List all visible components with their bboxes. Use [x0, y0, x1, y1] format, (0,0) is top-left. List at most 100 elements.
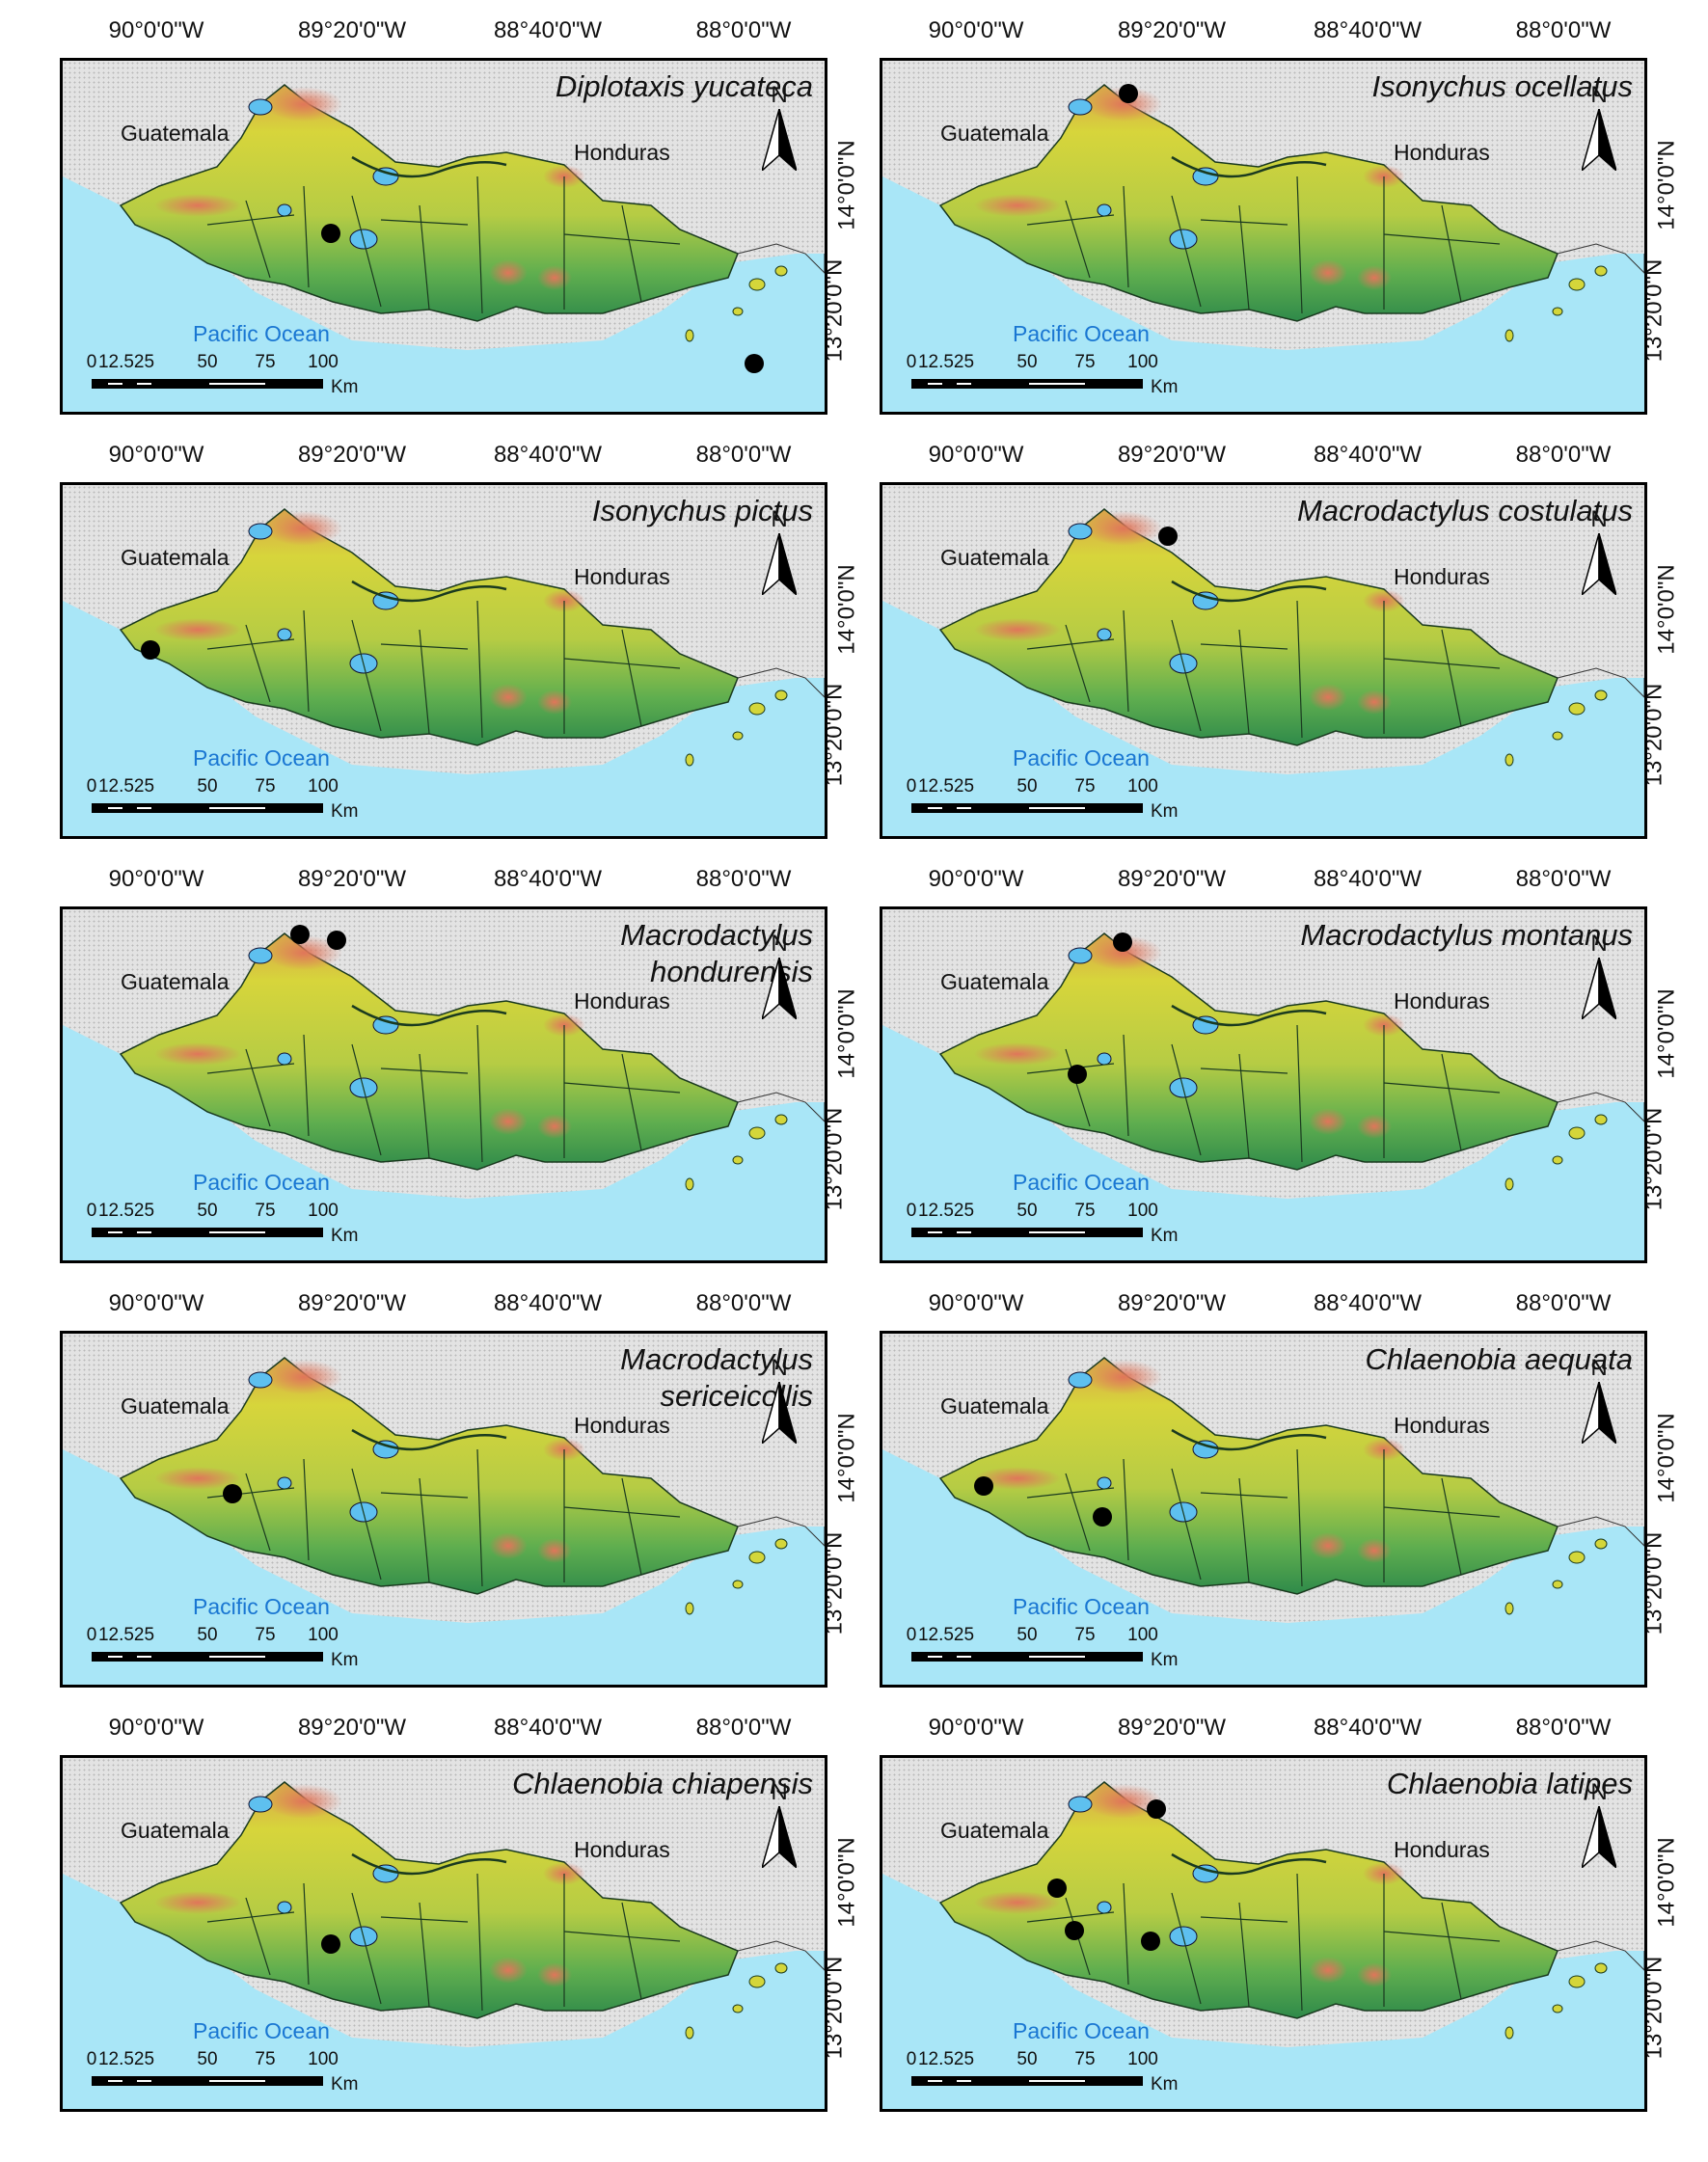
- map-panel: 90°0'0"W 89°20'0"W 88°40'0"W 88°0'0"W 14…: [60, 866, 908, 1286]
- label-honduras: Honduras: [574, 140, 670, 165]
- north-arrow-left: [1582, 958, 1600, 1019]
- boundary: [245, 1048, 271, 1127]
- gulf-islands: [685, 1538, 788, 1615]
- longitude-label: 88°40'0"W: [493, 442, 603, 468]
- label-honduras: Honduras: [1394, 1413, 1490, 1438]
- scale-tick: 0: [906, 2049, 917, 2069]
- longitude-label: 88°0'0"W: [695, 1290, 792, 1316]
- scale-bar-graphic: [92, 803, 323, 813]
- species-name-line: Macrodactylus costulatus: [1296, 494, 1633, 527]
- label-honduras: Honduras: [1394, 988, 1490, 1013]
- highland-peak: [265, 511, 342, 546]
- boundary: [1171, 195, 1202, 308]
- north-arrow: N: [757, 1779, 801, 1872]
- boundary: [380, 643, 469, 650]
- latitude-label: 14°0'0"N: [833, 1413, 860, 1503]
- north-arrow-right: [778, 1382, 797, 1444]
- highland-peak: [489, 684, 528, 711]
- highland-peak: [974, 1891, 1061, 1914]
- highland-peak: [154, 618, 241, 641]
- scale-unit: Km: [1151, 1226, 1179, 1246]
- gulf-islands: [1505, 689, 1608, 767]
- scale-tick: 75: [1074, 1201, 1096, 1221]
- boundary: [1171, 1892, 1202, 2005]
- scale-tick: 0: [86, 2049, 97, 2069]
- boundary: [476, 1873, 483, 2012]
- scale-tick: 0: [906, 1625, 917, 1645]
- scale-bar-graphic: [911, 379, 1143, 389]
- map-panel: 90°0'0"W 89°20'0"W 88°40'0"W 88°0'0"W 14…: [60, 1290, 908, 1711]
- map-frame: Macrodactylus sericeicollis Guatemala Ho…: [60, 1331, 827, 1688]
- record-dot: [744, 353, 764, 373]
- record-dot: [974, 1476, 994, 1497]
- lake: [1097, 203, 1112, 217]
- boundary: [351, 1468, 382, 1581]
- species-name-line: Chlaenobia latipes: [1386, 1767, 1633, 1800]
- longitude-label: 88°40'0"W: [1313, 1715, 1423, 1741]
- scale-segment: [209, 1656, 265, 1658]
- scale-segment: [137, 1656, 151, 1658]
- river-lempa: [351, 155, 507, 178]
- longitude-label: 89°20'0"W: [1117, 442, 1227, 468]
- boundary: [621, 1053, 642, 1151]
- scale-tick: 100: [1127, 352, 1158, 372]
- label-pacific-ocean: Pacific Ocean: [1013, 1170, 1150, 1195]
- highland-peak: [1085, 511, 1162, 546]
- record-dot: [289, 925, 310, 945]
- scale-tick: 75: [1074, 776, 1096, 797]
- record-dot: [1157, 526, 1178, 546]
- highland-peak: [974, 1467, 1061, 1490]
- ocean: [63, 1449, 825, 1685]
- ocean: [63, 176, 825, 412]
- label-honduras: Honduras: [574, 988, 670, 1013]
- map-panel: 90°0'0"W 89°20'0"W 88°40'0"W 88°0'0"W 14…: [880, 17, 1708, 438]
- terrain-map: [63, 508, 825, 836]
- map-panel: 90°0'0"W 89°20'0"W 88°40'0"W 88°0'0"W 14…: [60, 1715, 908, 2135]
- highland-peak: [1357, 265, 1392, 290]
- lake: [277, 1476, 292, 1490]
- lake: [277, 1901, 292, 1914]
- longitude-label: 90°0'0"W: [928, 17, 1024, 43]
- scale-tick: 12.525: [97, 352, 155, 372]
- scale-tick: 75: [255, 1201, 276, 1221]
- species-name: Isonychus ocellatus: [1371, 68, 1633, 105]
- boundary: [1383, 1931, 1501, 1942]
- scale-bar: 0 12.525 50 75 100 Km: [84, 776, 359, 830]
- label-honduras: Honduras: [574, 1413, 670, 1438]
- terrain-map: [63, 1781, 825, 2109]
- boundary: [1441, 204, 1462, 303]
- boundary: [206, 214, 295, 226]
- label-pacific-ocean: Pacific Ocean: [1013, 745, 1150, 770]
- island: [748, 1975, 766, 1988]
- scale-tick: 50: [197, 2049, 218, 2069]
- north-arrow-left: [1582, 533, 1600, 595]
- highland-peak: [1357, 1114, 1392, 1139]
- longitude-label: 88°40'0"W: [1313, 17, 1423, 43]
- boundary: [380, 1492, 469, 1499]
- north-arrow-icon: [1582, 1806, 1616, 1868]
- species-name: Chlaenobia aequata: [1365, 1341, 1633, 1378]
- boundary: [476, 176, 483, 314]
- north-label: N: [771, 506, 788, 532]
- scale-ticks: 0 12.525 50 75 100: [84, 1201, 339, 1224]
- label-pacific-ocean: Pacific Ocean: [1013, 321, 1150, 346]
- department-boundaries: [1026, 176, 1501, 314]
- scale-ticks: 0 12.525 50 75 100: [84, 352, 339, 375]
- boundary: [1026, 638, 1115, 650]
- scale-tick: 0: [86, 1625, 97, 1645]
- honduras-coast: [1557, 1516, 1644, 1547]
- highland-peak: [1085, 1360, 1162, 1394]
- scale-ticks: 0 12.525 50 75 100: [84, 776, 339, 799]
- gulf-islands: [1505, 1538, 1608, 1615]
- boundary: [1238, 1902, 1250, 2008]
- island: [685, 329, 694, 342]
- longitude-label: 89°20'0"W: [1117, 1715, 1227, 1741]
- species-name-line: Chlaenobia chiapensis: [512, 1767, 813, 1800]
- record-dot: [1112, 932, 1132, 953]
- department-boundaries: [206, 1448, 681, 1587]
- gulf-islands: [1505, 1962, 1608, 2040]
- gulf-islands: [685, 1114, 788, 1191]
- island: [748, 278, 766, 291]
- ocean: [63, 1025, 825, 1260]
- boundary: [563, 1506, 681, 1518]
